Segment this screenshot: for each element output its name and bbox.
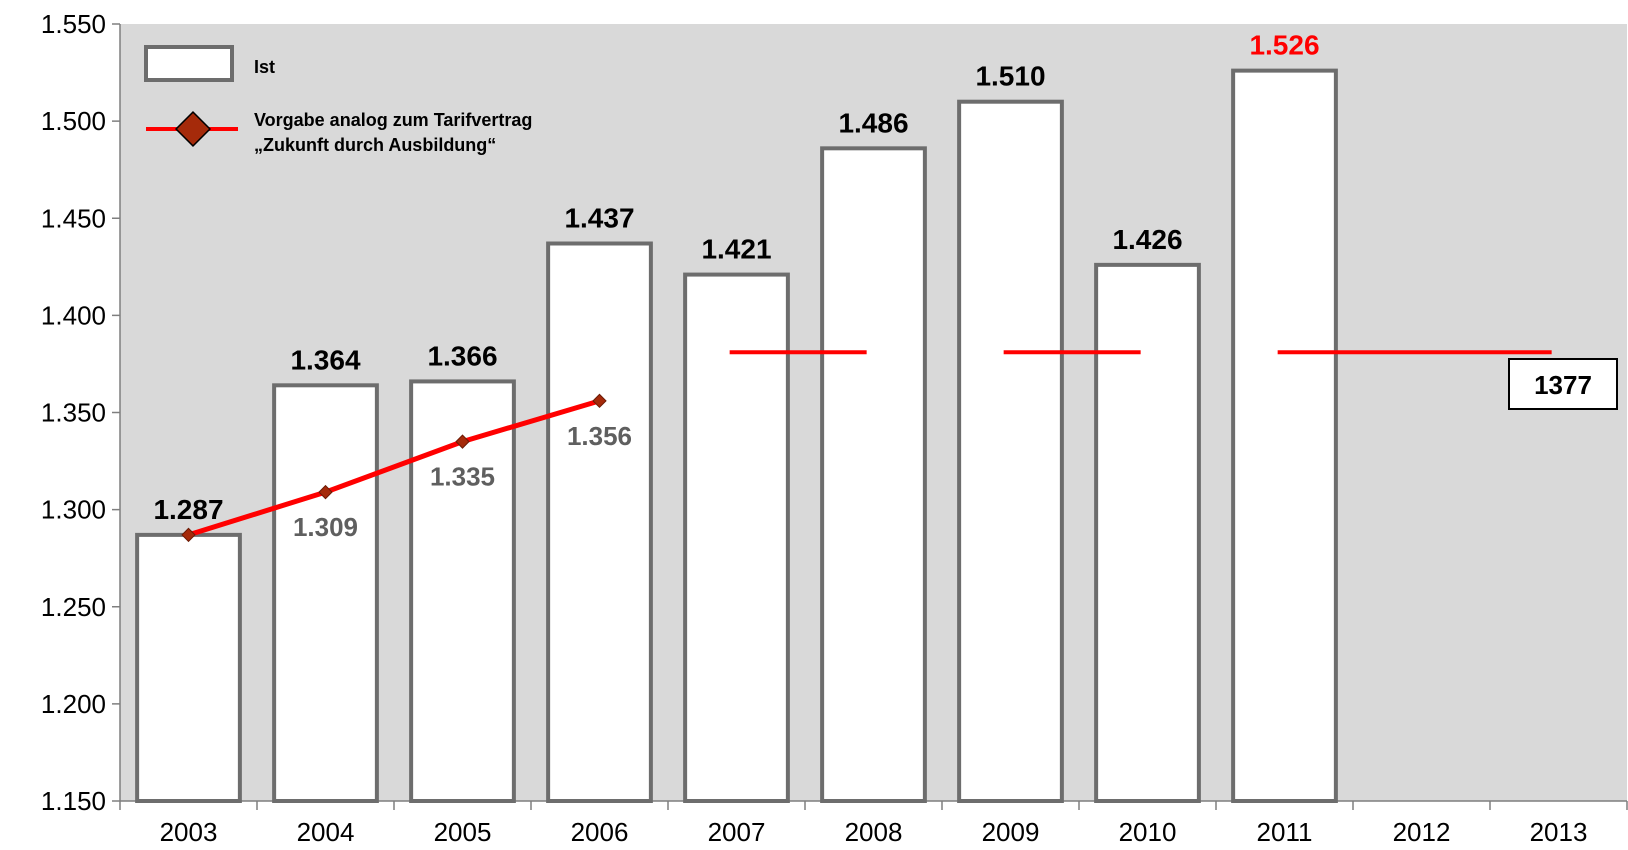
y-tick-label: 1.300 — [41, 495, 106, 525]
bar-2009 — [957, 99, 1064, 803]
y-tick-label: 1.450 — [41, 203, 106, 233]
bar-2003 — [135, 532, 242, 803]
y-axis: 1.150 1.200 1.250 1.300 1.350 1.400 1.450 1.500… — [41, 9, 121, 816]
x-axis: 2003 2004 2005 2006 2007 2008 2009 2010 2011 2012… — [119, 800, 1628, 847]
y-tick-label: 1.200 — [41, 689, 106, 719]
legend-swatch-target-marker — [174, 110, 212, 148]
bar-value-label: 1.421 — [701, 234, 771, 265]
x-tick-label: 2006 — [571, 817, 629, 847]
target-marker-2003 — [181, 527, 196, 543]
target-line-series: 1.309 1.335 1.356 — [181, 393, 632, 543]
x-tick-label: 2012 — [1393, 817, 1451, 847]
x-tick-label: 2004 — [297, 817, 355, 847]
x-tick-label: 2013 — [1530, 817, 1588, 847]
bar-value-label: 1.426 — [1112, 224, 1182, 255]
x-tick-label: 2003 — [160, 817, 218, 847]
bar-2011 — [1231, 68, 1338, 804]
bar-value-label: 1.526 — [1249, 30, 1319, 61]
target-value-label: 1.335 — [430, 462, 495, 492]
target-line — [187, 398, 601, 538]
bar-2010 — [1094, 262, 1201, 803]
x-tick-label: 2005 — [434, 817, 492, 847]
bar-2005 — [409, 379, 516, 803]
bar-value-label: 1.364 — [290, 344, 360, 375]
bar-2007 — [683, 272, 790, 803]
target-marker-2005 — [455, 434, 470, 449]
y-tick-label: 1.500 — [41, 106, 106, 136]
bar-value-label: 1.366 — [427, 340, 497, 371]
legend-label-target-line2: „Zukunft durch Ausbildung“ — [254, 135, 496, 155]
bar-value-label: 1.287 — [153, 494, 223, 525]
x-tick-label: 2010 — [1119, 817, 1177, 847]
bar-value-label: 1.437 — [564, 203, 634, 234]
target-value-label: 1.356 — [567, 421, 632, 451]
target-value-label: 1.309 — [293, 512, 358, 542]
y-tick-label: 1.400 — [41, 300, 106, 330]
y-tick-label: 1.250 — [41, 592, 106, 622]
legend-label-ist: Ist — [254, 57, 275, 77]
legend-swatch-ist — [144, 45, 234, 82]
y-tick-label: 1.150 — [41, 786, 106, 816]
bar-2008 — [820, 146, 927, 803]
bar-labels: 1.287 1.364 1.366 1.437 1.421 1.486 1.510 1.426… — [153, 30, 1319, 525]
target-marker-2006 — [592, 393, 607, 409]
bar-value-label: 1.486 — [838, 107, 908, 138]
y-tick-label: 1.550 — [41, 9, 106, 39]
y-tick-label: 1.350 — [41, 398, 106, 428]
target-marker-2004 — [318, 484, 333, 500]
callout-value: 1377 — [1534, 370, 1592, 400]
x-tick-label: 2009 — [982, 817, 1040, 847]
bar-2004 — [272, 383, 379, 803]
x-tick-label: 2008 — [845, 817, 903, 847]
callout-1377: 1377 — [1508, 358, 1618, 410]
legend: Ist Vorgabe analog zum Tarifvertrag „Zuk… — [144, 45, 532, 155]
x-tick-label: 2011 — [1257, 817, 1313, 847]
callout-box — [1508, 358, 1618, 410]
bar-series — [135, 68, 1338, 804]
bar-2006 — [546, 241, 653, 803]
legend-label-target-line1: Vorgabe analog zum Tarifvertrag — [254, 110, 532, 130]
bar-value-label: 1.510 — [975, 61, 1045, 92]
x-tick-label: 2007 — [708, 817, 766, 847]
